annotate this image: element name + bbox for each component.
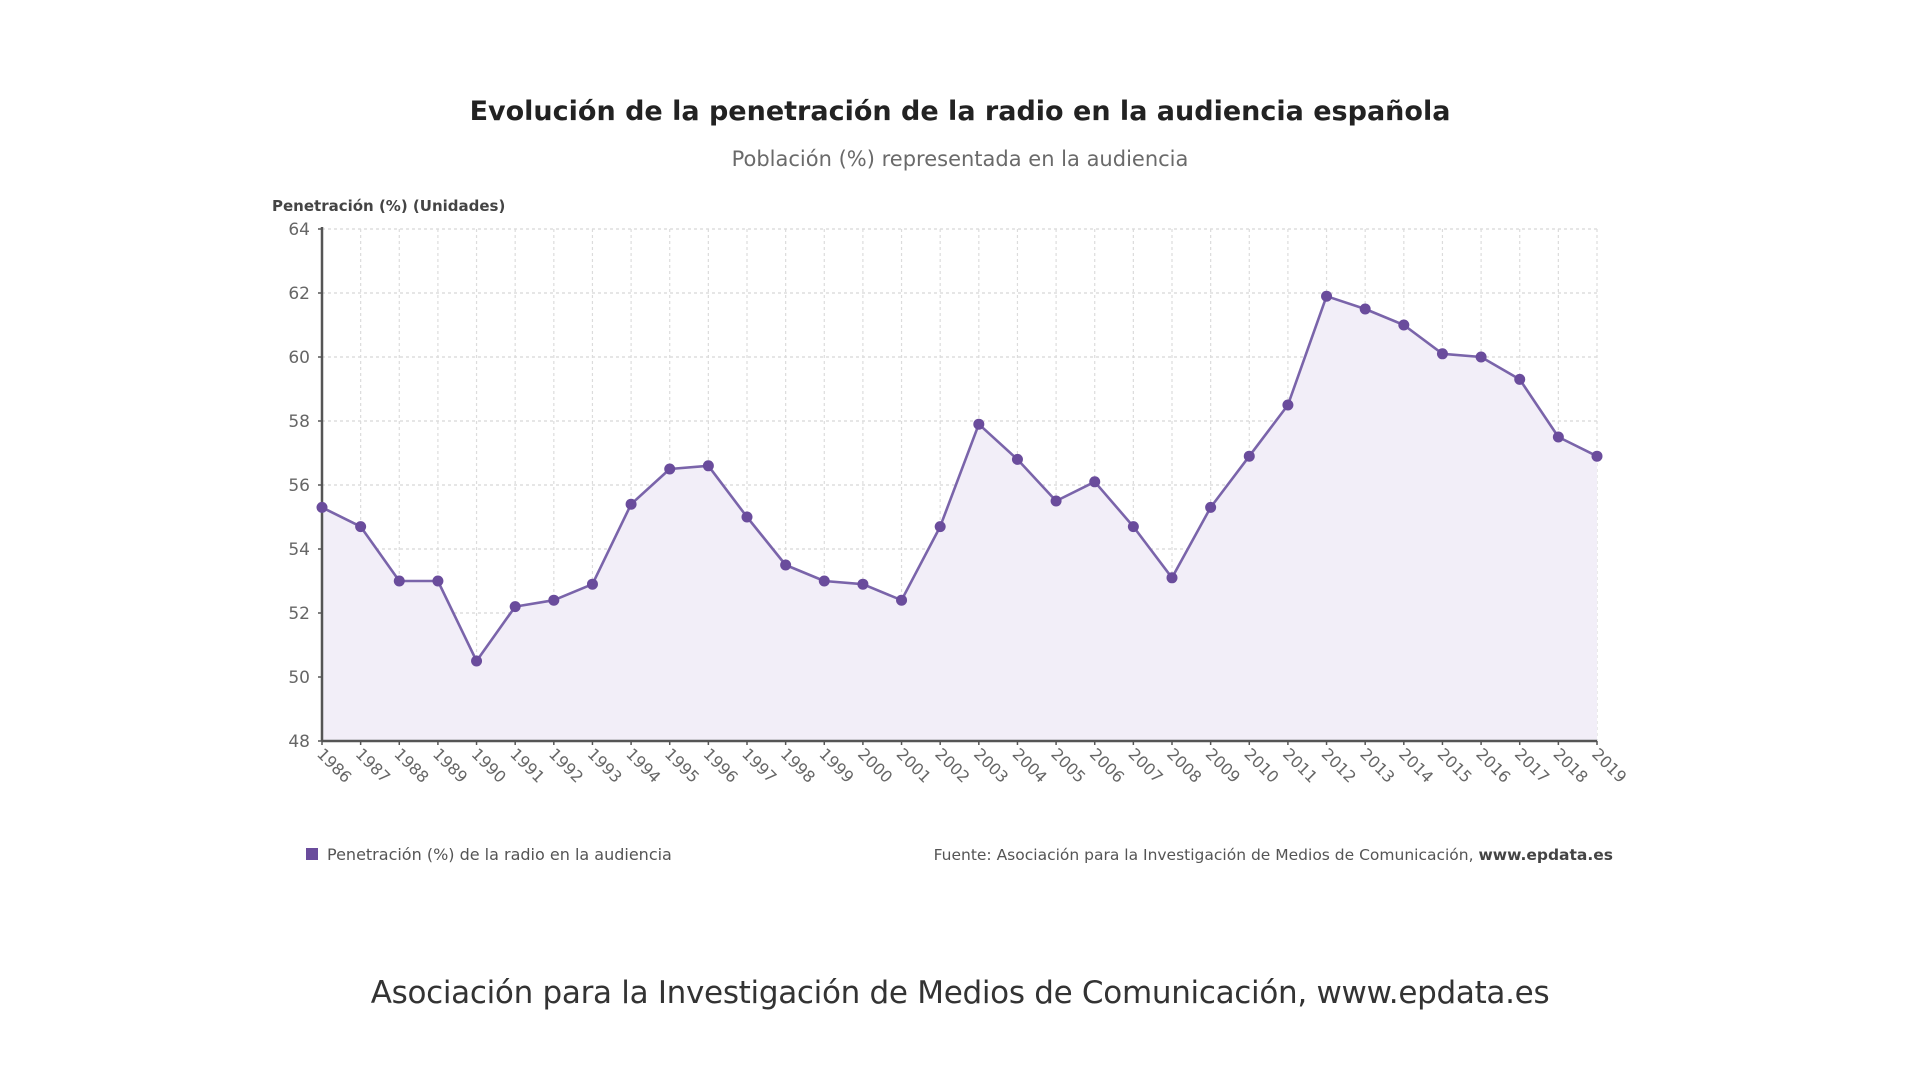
- x-tick-label: 1988: [390, 744, 432, 786]
- x-tick-labels: 1986198719881989199019911992199319941995…: [313, 744, 1630, 786]
- x-tick-label: 2017: [1511, 744, 1553, 786]
- data-point: [857, 578, 869, 590]
- legend: Penetración (%) de la radio en la audien…: [306, 845, 672, 864]
- data-point: [1514, 373, 1526, 385]
- y-tick-label: 64: [288, 220, 310, 240]
- data-point: [316, 501, 328, 513]
- data-point: [1127, 521, 1139, 533]
- data-point: [1552, 431, 1564, 443]
- x-tick-label: 1995: [661, 744, 703, 786]
- x-tick-label: 2005: [1047, 744, 1089, 786]
- data-point: [1243, 450, 1255, 462]
- data-point: [1089, 476, 1101, 488]
- x-tick-label: 1989: [429, 744, 471, 786]
- data-point: [393, 575, 405, 587]
- data-point: [973, 418, 985, 430]
- series-area-fill: [322, 296, 1597, 741]
- data-point: [664, 463, 676, 475]
- data-point: [1398, 319, 1410, 331]
- x-tick-label: 1986: [313, 744, 355, 786]
- data-point: [1050, 495, 1062, 507]
- x-tick-label: 2007: [1125, 744, 1167, 786]
- x-tick-label: 2012: [1318, 744, 1360, 786]
- data-point: [355, 521, 367, 533]
- x-tick-label: 2010: [1240, 744, 1282, 786]
- data-point: [471, 655, 483, 667]
- data-point: [432, 575, 444, 587]
- data-point: [509, 601, 521, 613]
- data-points: [316, 290, 1603, 667]
- x-tick-label: 2009: [1202, 744, 1244, 786]
- data-point: [1205, 501, 1217, 513]
- x-tick-label: 2000: [854, 744, 896, 786]
- x-tick-label: 1991: [506, 744, 548, 786]
- data-point: [1166, 572, 1178, 584]
- y-tick-label: 50: [288, 668, 310, 688]
- legend-swatch: [306, 848, 318, 860]
- x-tick-label: 1997: [738, 744, 780, 786]
- x-tick-label: 2019: [1588, 744, 1630, 786]
- x-tick-label: 1993: [584, 744, 626, 786]
- chart-subtitle: Población (%) representada en la audienc…: [731, 147, 1189, 171]
- x-tick-label: 2002: [931, 744, 973, 786]
- data-point: [586, 578, 598, 590]
- data-point: [1282, 399, 1294, 411]
- x-tick-label: 2004: [1009, 744, 1051, 786]
- y-tick-label: 56: [288, 476, 310, 496]
- x-tick-label: 2011: [1279, 744, 1321, 786]
- source-note: Fuente: Asociación para la Investigación…: [934, 846, 1613, 864]
- x-tick-label: 2003: [970, 744, 1012, 786]
- data-point: [1359, 303, 1371, 315]
- x-tick-label: 2014: [1395, 744, 1437, 786]
- y-tick-label: 52: [288, 604, 310, 624]
- area-layer: [322, 296, 1597, 741]
- x-tick-label: 2015: [1434, 744, 1476, 786]
- data-point: [548, 594, 560, 606]
- data-point: [934, 521, 946, 533]
- x-tick-label: 2016: [1472, 744, 1514, 786]
- chart-title: Evolución de la penetración de la radio …: [469, 96, 1451, 127]
- x-tick-label: 2001: [893, 744, 935, 786]
- data-point: [1321, 290, 1333, 302]
- data-point: [1436, 348, 1448, 360]
- y-tick-label: 60: [288, 348, 310, 368]
- data-point: [702, 460, 714, 472]
- y-tick-label: 48: [288, 732, 310, 752]
- x-tick-label: 2013: [1356, 744, 1398, 786]
- x-tick-label: 1996: [700, 744, 742, 786]
- x-tick-label: 1990: [468, 744, 510, 786]
- data-point: [818, 575, 830, 587]
- x-tick-label: 1987: [352, 744, 394, 786]
- legend-label: Penetración (%) de la radio en la audien…: [327, 845, 672, 864]
- y-tick-label: 62: [288, 284, 310, 304]
- series-line: [321, 294, 1598, 663]
- data-point: [741, 511, 753, 523]
- data-point: [1475, 351, 1487, 363]
- series-line-layer: [321, 294, 1598, 663]
- data-point: [1011, 453, 1023, 465]
- axes: [318, 227, 1598, 745]
- data-point: [896, 594, 908, 606]
- x-tick-label: 1994: [622, 744, 664, 786]
- image-caption: Asociación para la Investigación de Medi…: [370, 975, 1550, 1011]
- y-tick-label: 58: [288, 412, 310, 432]
- source-prefix: Fuente: Asociación para la Investigación…: [934, 846, 1479, 864]
- source-link[interactable]: www.epdata.es: [1478, 846, 1613, 864]
- y-tick-label: 54: [288, 540, 310, 560]
- x-tick-label: 1999: [815, 744, 857, 786]
- x-tick-label: 2006: [1086, 744, 1128, 786]
- y-axis-label: Penetración (%) (Unidades): [272, 197, 505, 215]
- data-point: [625, 498, 637, 510]
- x-tick-label: 1998: [777, 744, 819, 786]
- data-point: [1591, 450, 1603, 462]
- x-tick-label: 2018: [1550, 744, 1592, 786]
- data-point: [780, 559, 792, 571]
- y-tick-labels: 48 50 52 54 56 58 60 62 64: [288, 220, 310, 752]
- x-tick-label: 1992: [545, 744, 587, 786]
- x-tick-label: 2008: [1163, 744, 1205, 786]
